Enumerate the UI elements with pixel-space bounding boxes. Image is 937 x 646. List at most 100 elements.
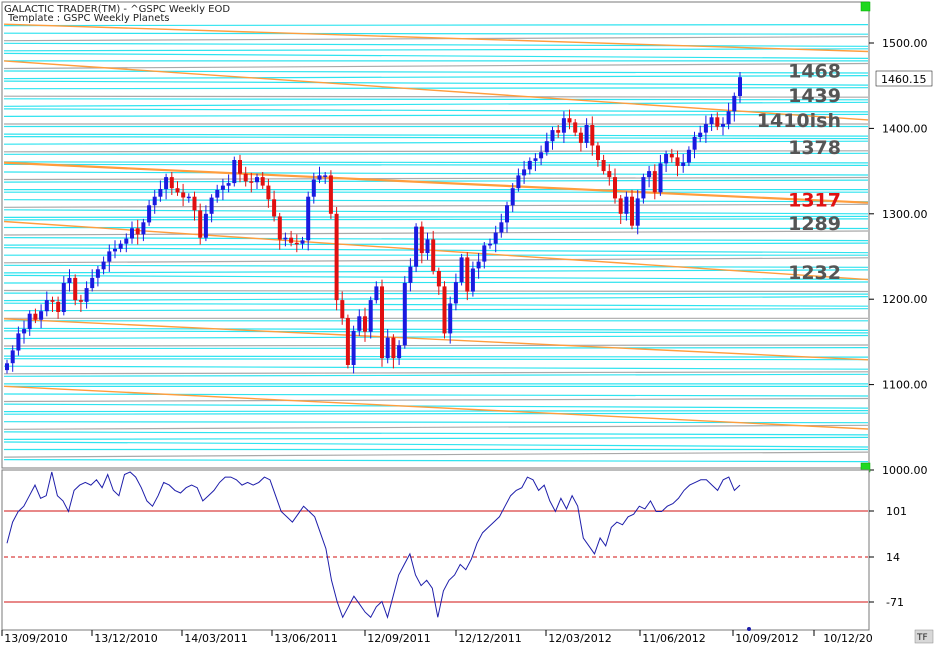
gridline [3, 330, 869, 334]
candle [414, 226, 419, 267]
candle [130, 228, 134, 239]
gridline [3, 161, 869, 164]
gridline [3, 140, 869, 145]
candle [95, 269, 100, 278]
candle [584, 125, 589, 143]
candle [408, 266, 413, 283]
candle [306, 196, 311, 241]
candle [311, 179, 316, 197]
candle [658, 163, 663, 193]
x-tick-label: 10/12/20 [823, 632, 872, 645]
candle [533, 158, 538, 161]
candle [294, 242, 299, 245]
candle [209, 197, 214, 214]
candle [380, 286, 384, 359]
candle [488, 243, 492, 246]
tf-button-label: TF [916, 633, 928, 643]
candle [226, 183, 231, 186]
gridline [3, 226, 869, 230]
gridline [3, 281, 869, 284]
candle [681, 162, 686, 166]
oscillator-axis: 101 14 -71 [869, 505, 907, 609]
gridline [3, 344, 869, 347]
gridline [3, 289, 869, 293]
candles [5, 72, 742, 374]
candle [84, 288, 89, 302]
gridline [3, 355, 869, 358]
candle [164, 177, 169, 190]
y-tick-label: 1400.00 [882, 122, 928, 135]
candle [340, 300, 345, 318]
candle [357, 316, 362, 331]
candle [669, 154, 674, 158]
price-panel [1, 1, 870, 469]
candle [385, 337, 390, 359]
gridline [3, 371, 869, 375]
candle [641, 177, 646, 199]
gridline [3, 163, 869, 166]
gridline [3, 199, 869, 203]
candle [147, 205, 152, 223]
gridline [3, 393, 869, 397]
x-tick-label: 13/06/2011 [274, 632, 337, 645]
y-tick-label: 1000.00 [882, 464, 928, 477]
candle [425, 239, 430, 254]
y-tick-label: 1300.00 [882, 208, 928, 221]
candle [675, 157, 680, 166]
x-tick-label: 12/09/2011 [367, 632, 430, 645]
candle [692, 136, 697, 150]
candle [436, 271, 441, 287]
gridline [3, 108, 869, 113]
candle [573, 122, 578, 133]
candle [249, 181, 254, 183]
candle [135, 228, 140, 235]
candle [192, 196, 197, 211]
candle [499, 222, 504, 233]
candle [397, 345, 402, 359]
candle [67, 277, 72, 283]
gridline [3, 101, 869, 107]
candle [624, 196, 629, 214]
candle [175, 188, 180, 193]
candle [300, 240, 305, 244]
resize-handle-top[interactable] [860, 1, 871, 12]
candle [56, 301, 61, 312]
candle [726, 111, 731, 125]
planet-line [3, 318, 869, 361]
candle [715, 117, 720, 127]
candle [33, 313, 38, 320]
candle [272, 199, 277, 217]
x-axis: 13/09/2010 13/12/2010 14/03/2011 13/06/2011… [1, 630, 873, 645]
gridline [3, 436, 869, 440]
candle [431, 239, 436, 271]
gridline [3, 95, 869, 98]
gridline [3, 36, 869, 42]
gridline [3, 176, 869, 181]
gridline [3, 424, 869, 430]
gridline [3, 451, 869, 458]
price-axis: 1500.00 1400.00 1300.00 1200.00 1100.00 1000.… [869, 37, 928, 477]
level-label: 1410ish [757, 110, 841, 132]
oscillator-tick-label: 14 [886, 551, 900, 564]
x-tick-label: 11/06/2012 [642, 632, 705, 645]
candle [510, 188, 515, 206]
gridline [3, 230, 869, 236]
candle [613, 177, 617, 199]
gridline [3, 397, 869, 403]
candle [345, 318, 350, 365]
candle [107, 251, 112, 262]
gridline [3, 113, 869, 117]
candle [78, 300, 83, 302]
gridline [3, 347, 869, 350]
candle [317, 175, 322, 180]
gridline [3, 264, 869, 268]
candle [101, 261, 106, 270]
gridline [3, 52, 869, 59]
candle [561, 118, 566, 133]
candle [5, 363, 9, 371]
candle [601, 160, 606, 172]
gridline [3, 136, 869, 140]
candle [459, 257, 464, 283]
tf-button[interactable] [914, 629, 934, 644]
candle [50, 300, 55, 302]
